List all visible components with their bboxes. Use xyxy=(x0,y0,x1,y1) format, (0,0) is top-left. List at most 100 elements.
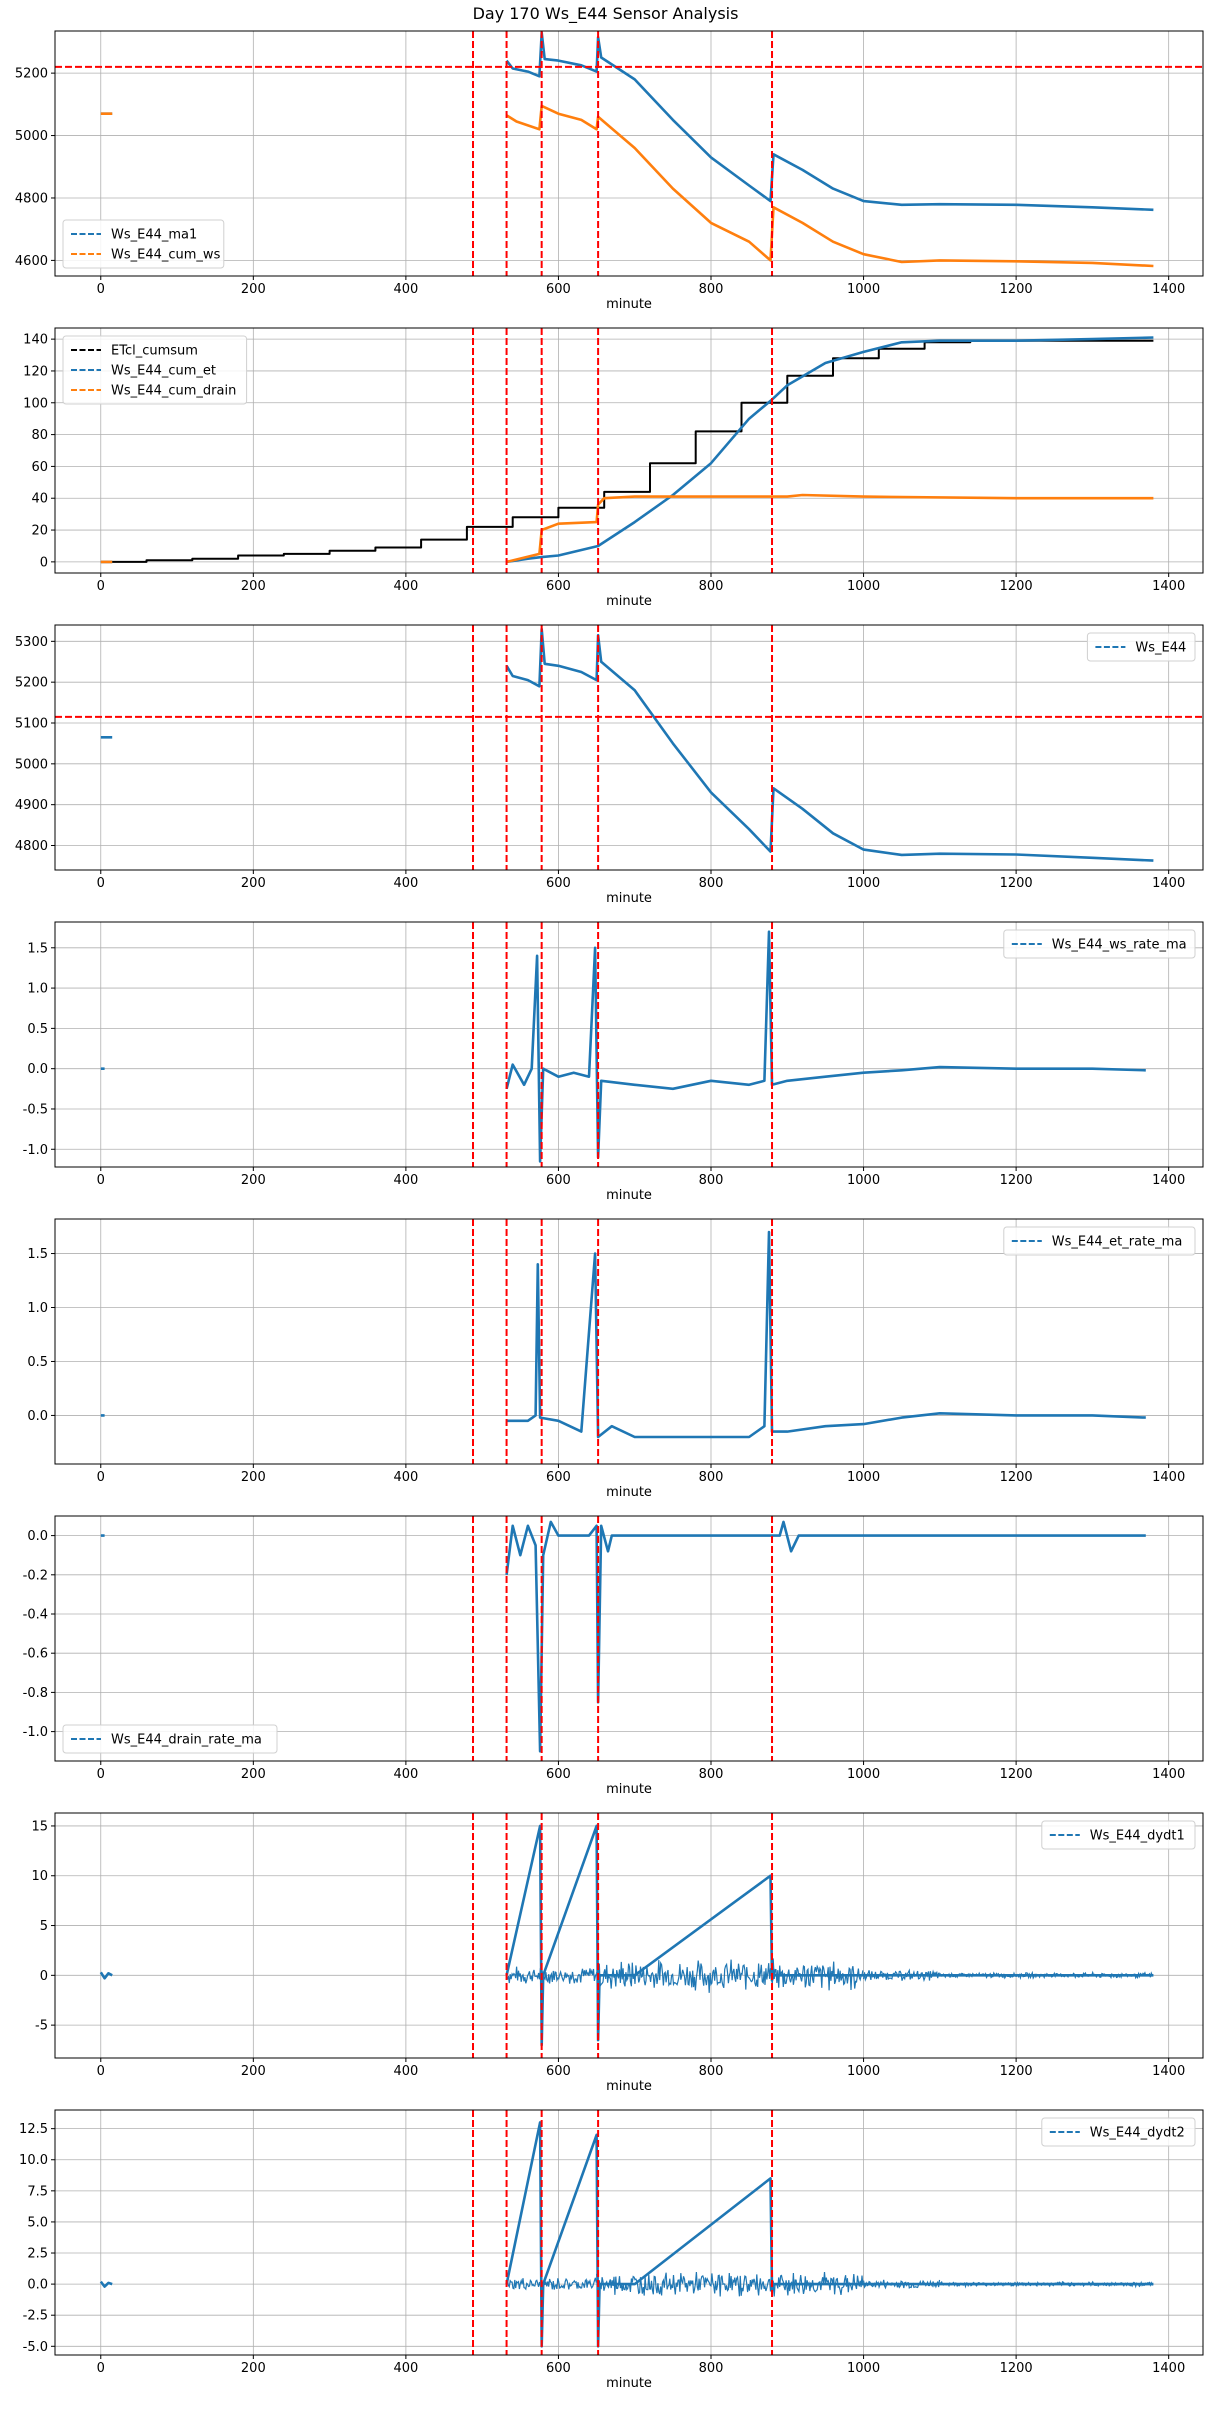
x-tick-label: 1400 xyxy=(1152,1173,1185,1188)
y-tick-label: 4800 xyxy=(15,839,48,854)
x-tick-label: 1400 xyxy=(1152,2064,1185,2079)
legend-label: Ws_E44 xyxy=(1135,641,1186,656)
y-tick-label: 7.5 xyxy=(27,2184,48,2199)
legend-label: Ws_E44_ws_rate_ma xyxy=(1052,938,1187,953)
x-axis-label: minute xyxy=(606,1188,652,1203)
y-tick-label: 60 xyxy=(31,460,48,475)
plot-area xyxy=(100,1516,1146,1761)
x-tick-label: 1200 xyxy=(1000,2361,1033,2376)
x-tick-label: 1200 xyxy=(1000,282,1033,297)
x-tick-label: 200 xyxy=(241,1173,266,1188)
x-tick-label: 400 xyxy=(393,1767,418,1782)
x-tick-label: 400 xyxy=(393,282,418,297)
x-tick-label: 600 xyxy=(546,2064,571,2079)
series-line-Ws_E44_ma1 xyxy=(100,31,1154,212)
x-tick-label: 1000 xyxy=(847,2064,880,2079)
series-line-Ws_E44 xyxy=(100,627,1154,862)
x-tick-label: 0 xyxy=(97,282,105,297)
y-tick-label: 20 xyxy=(31,524,48,539)
x-tick-label: 0 xyxy=(97,2064,105,2079)
y-tick-label: 4800 xyxy=(15,191,48,206)
plot-area xyxy=(99,1813,1154,2058)
chart-panel-1: 0 200 400 600 800 1000 1200 1400 minute 4600 4800 5… xyxy=(15,30,1204,312)
legend: Ws_E44_dydt1 xyxy=(1041,1820,1196,1850)
x-axis-label: minute xyxy=(606,1782,652,1797)
y-tick-label: 120 xyxy=(23,364,48,379)
y-tick-label: 40 xyxy=(31,492,48,507)
y-tick-label: 100 xyxy=(23,396,48,411)
legend-box xyxy=(1041,1820,1196,1850)
axes-frame xyxy=(54,921,1204,1168)
series-noise-Ws_E44_dydt1 xyxy=(506,1966,597,1984)
figure-title: Day 170 Ws_E44 Sensor Analysis xyxy=(472,4,739,23)
x-tick-label: 1400 xyxy=(1152,1470,1185,1485)
y-tick-label: 5200 xyxy=(15,676,48,691)
legend-box xyxy=(62,335,248,405)
chart-panel-2: 0 200 400 600 800 1000 1200 1400 minute 0 20 40 60 80… xyxy=(23,327,1204,609)
y-tick-label: 15 xyxy=(31,1819,48,1834)
y-tick-label: 5 xyxy=(40,1919,48,1934)
x-tick-label: 1000 xyxy=(847,1767,880,1782)
series-line-Ws_E44_dydt1 xyxy=(99,1824,1154,2047)
y-tick-label: 0.0 xyxy=(27,1409,48,1424)
x-tick-label: 1400 xyxy=(1152,282,1185,297)
x-tick-label: 1000 xyxy=(847,2361,880,2376)
x-axis-label: minute xyxy=(606,891,652,906)
series-noise-Ws_E44_dydt2 xyxy=(939,2280,1154,2289)
x-tick-label: 1200 xyxy=(1000,1470,1033,1485)
y-tick-label: 5.0 xyxy=(27,2215,48,2230)
legend-box xyxy=(62,1724,278,1754)
x-tick-label: 1200 xyxy=(1000,579,1033,594)
x-axis-label: minute xyxy=(606,1485,652,1500)
y-tick-label: 0 xyxy=(40,1969,48,1984)
x-tick-label: 1000 xyxy=(847,1470,880,1485)
series-line-Ws_E44_cum_drain xyxy=(100,493,1154,564)
y-tick-label: 4600 xyxy=(15,254,48,269)
x-tick-label: 1400 xyxy=(1152,579,1185,594)
legend-label: Ws_E44_cum_ws xyxy=(111,248,221,263)
y-tick-label: 0.5 xyxy=(27,1022,48,1037)
series-line-Ws_E44_drain_rate_ma xyxy=(100,1520,1146,1753)
series-noise-Ws_E44_dydt1 xyxy=(863,1968,940,1983)
legend-box xyxy=(1003,1226,1196,1256)
x-tick-label: 0 xyxy=(97,876,105,891)
x-tick-label: 200 xyxy=(241,282,266,297)
series-noise-Ws_E44_dydt2 xyxy=(506,2277,597,2291)
x-tick-label: 600 xyxy=(546,876,571,891)
axes-frame xyxy=(54,1515,1204,1762)
x-tick-label: 800 xyxy=(699,579,724,594)
x-tick-label: 200 xyxy=(241,1767,266,1782)
x-tick-label: 200 xyxy=(241,876,266,891)
x-tick-label: 1400 xyxy=(1152,2361,1185,2376)
x-tick-label: 800 xyxy=(699,876,724,891)
legend-label: Ws_E44_ma1 xyxy=(111,228,197,243)
series-line-Ws_E44_dydt2 xyxy=(99,2121,1154,2348)
y-tick-label: 5100 xyxy=(15,717,48,732)
x-tick-label: 800 xyxy=(699,1470,724,1485)
y-tick-label: -0.8 xyxy=(23,1686,48,1701)
x-tick-label: 1200 xyxy=(1000,1767,1033,1782)
y-tick-label: 5300 xyxy=(15,635,48,650)
axes-frame xyxy=(54,1218,1204,1465)
axes-frame xyxy=(54,624,1204,871)
legend-box xyxy=(1041,2117,1196,2147)
legend: Ws_E44_ma1 Ws_E44_cum_ws xyxy=(62,219,225,269)
y-tick-label: 1.0 xyxy=(27,982,48,997)
x-tick-label: 400 xyxy=(393,2361,418,2376)
series-noise-Ws_E44_dydt1 xyxy=(939,1970,1154,1981)
y-tick-label: 10 xyxy=(31,1869,48,1884)
y-tick-label: -1.0 xyxy=(23,1143,48,1158)
legend-label: Ws_E44_dydt1 xyxy=(1090,1829,1185,1844)
x-tick-label: 1200 xyxy=(1000,2064,1033,2079)
y-tick-label: -0.5 xyxy=(23,1102,48,1117)
x-tick-label: 200 xyxy=(241,1470,266,1485)
y-tick-label: -5 xyxy=(35,2019,48,2034)
x-tick-label: 800 xyxy=(699,1173,724,1188)
legend: Ws_E44_ws_rate_ma xyxy=(1003,929,1196,959)
y-tick-label: 4900 xyxy=(15,798,48,813)
legend-box xyxy=(62,219,225,269)
x-tick-label: 200 xyxy=(241,2361,266,2376)
x-tick-label: 1400 xyxy=(1152,876,1185,891)
x-tick-label: 600 xyxy=(546,2361,571,2376)
y-tick-label: -0.2 xyxy=(23,1568,48,1583)
